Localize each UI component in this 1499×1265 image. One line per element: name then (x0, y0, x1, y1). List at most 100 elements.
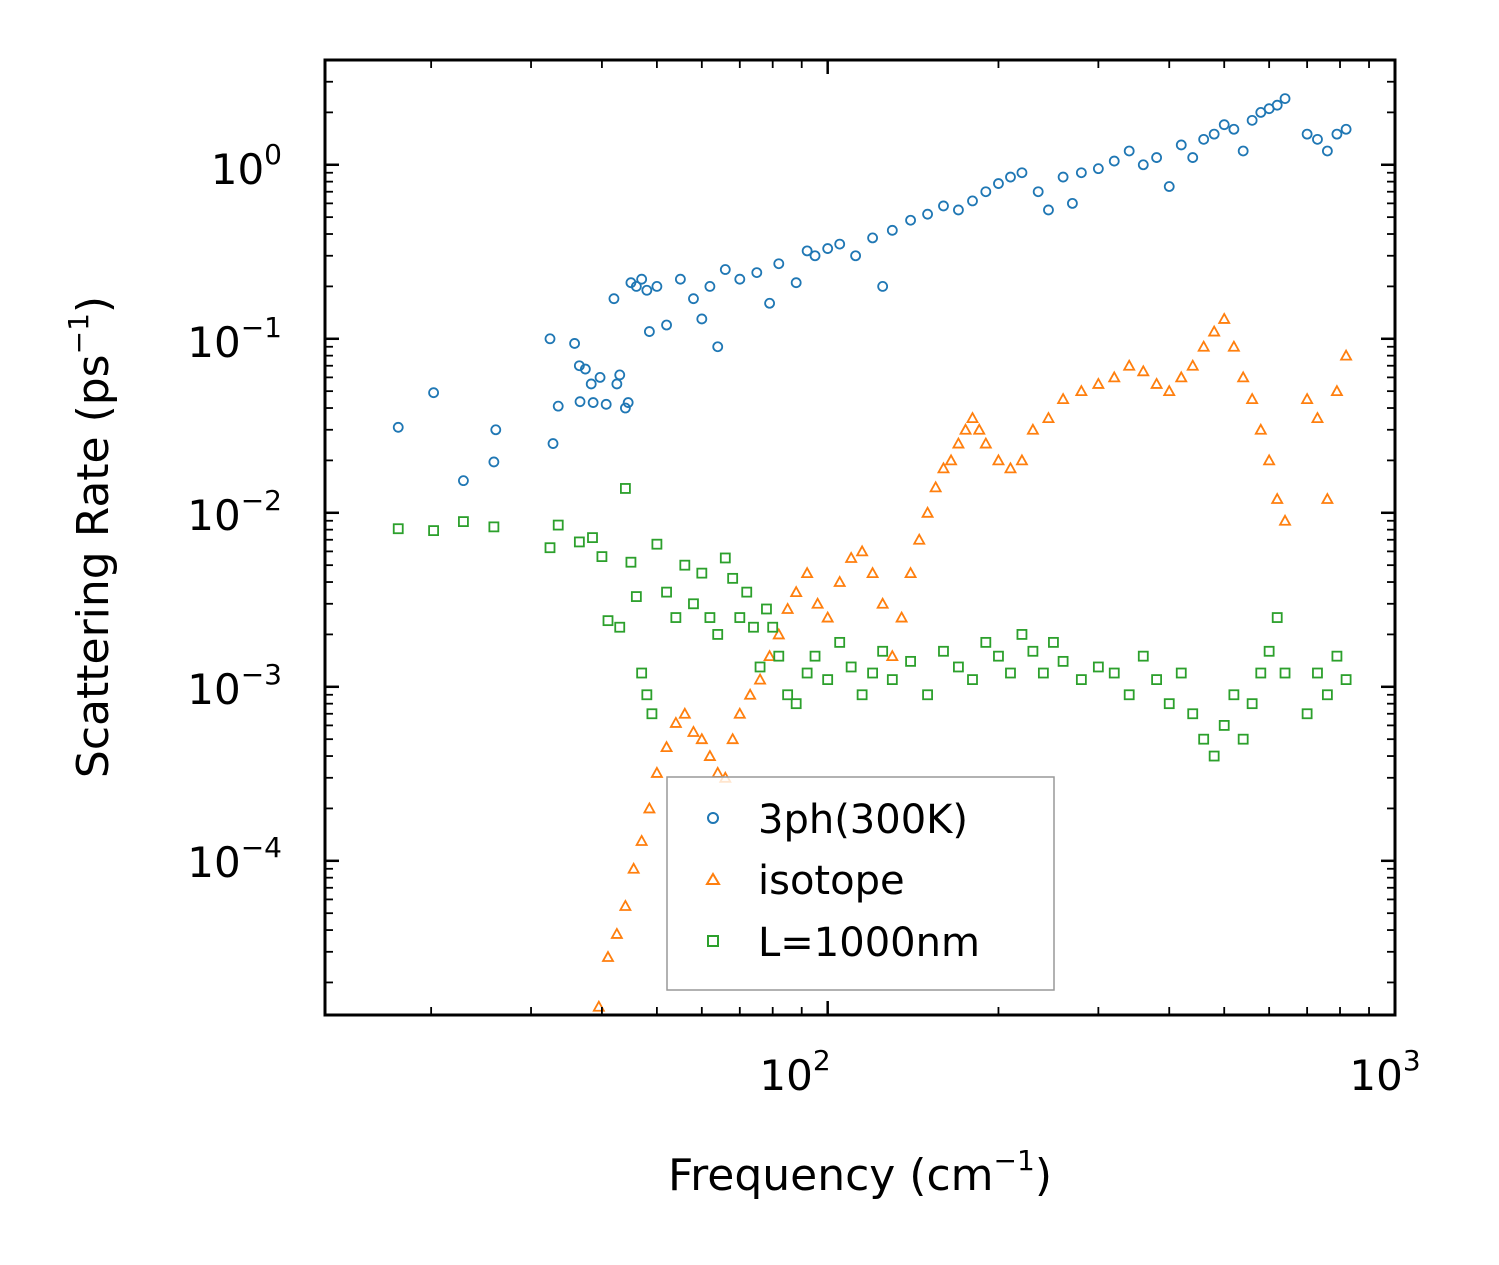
data-point (741, 586, 753, 598)
y-tick-label: 10−3 (187, 658, 282, 714)
data-point (1198, 733, 1210, 745)
data-point (1331, 128, 1343, 140)
data-point (1197, 339, 1211, 352)
data-point (1091, 377, 1105, 389)
data-point (1227, 339, 1241, 352)
data-point (733, 706, 747, 719)
data-point (1057, 655, 1069, 667)
data-point (688, 598, 699, 610)
data-point (980, 186, 992, 198)
data-point (938, 645, 949, 657)
data-point (801, 667, 813, 679)
data-point (856, 689, 868, 701)
data-point (610, 927, 624, 939)
y-tick-label: 10−1 (187, 311, 282, 367)
data-point (569, 338, 580, 349)
x-tick-label: 103 (1349, 1044, 1420, 1100)
data-point (1217, 312, 1231, 324)
data-point (1092, 163, 1104, 175)
data-point (790, 698, 802, 710)
data-point (1175, 139, 1187, 151)
data-point (905, 214, 916, 226)
data-point (1032, 186, 1044, 198)
data-point (929, 480, 943, 493)
data-point (1122, 358, 1136, 371)
data-point (1237, 145, 1249, 157)
data-point (618, 899, 632, 911)
data-point (719, 264, 731, 275)
data-point (573, 536, 585, 548)
data-point (614, 621, 626, 633)
data-point (596, 551, 608, 563)
data-point (544, 542, 556, 554)
data-point (1198, 133, 1210, 145)
data-point (895, 610, 909, 623)
data-point (602, 615, 614, 627)
data-point (844, 551, 858, 563)
data-point (821, 610, 835, 623)
data-point (1330, 384, 1344, 397)
data-point (1312, 133, 1323, 145)
data-point (743, 687, 757, 700)
data-point (734, 612, 746, 623)
data-point (1218, 720, 1230, 731)
data-point (585, 378, 597, 390)
data-point (972, 422, 986, 435)
data-point (1218, 119, 1230, 131)
data-point (1075, 167, 1087, 179)
data-point (661, 319, 672, 331)
data-point (936, 461, 951, 474)
data-point (1255, 667, 1267, 679)
data-point (834, 636, 846, 648)
y-tick-label: 10−2 (187, 484, 282, 540)
data-point (1043, 204, 1054, 216)
data-point (980, 636, 992, 648)
data-point (641, 284, 653, 296)
data-point (1108, 667, 1120, 679)
series-l-1000nm (392, 483, 1352, 762)
data-point (458, 516, 469, 527)
data-point (1067, 197, 1078, 209)
y-tick-labels: 100 10−1 10−2 10−3 10−4 (187, 138, 282, 887)
data-point (592, 999, 606, 1012)
data-point (1186, 358, 1200, 371)
data-point (764, 297, 776, 309)
data-point (1108, 155, 1120, 167)
data-point (651, 538, 663, 550)
data-point (643, 326, 655, 337)
data-point (696, 313, 708, 325)
data-point (552, 400, 564, 412)
data-point (1236, 370, 1250, 383)
data-point (967, 195, 978, 207)
data-point (1278, 513, 1292, 526)
data-point (886, 674, 898, 686)
data-point (753, 672, 767, 685)
data-point (866, 566, 880, 579)
data-point (669, 716, 683, 728)
data-point (1151, 152, 1163, 163)
data-point (1137, 159, 1149, 171)
data-point (1262, 453, 1276, 466)
data-point (1162, 384, 1176, 397)
data-point (392, 523, 404, 535)
data-point (1026, 422, 1040, 435)
data-point (1263, 645, 1275, 657)
data-point (1107, 370, 1121, 383)
x-tick-labels: 102 103 (759, 1044, 1420, 1100)
data-point (782, 689, 794, 701)
data-point (646, 708, 658, 720)
data-point (1137, 650, 1149, 662)
y-tick-label: 10−4 (187, 831, 282, 887)
data-point (608, 293, 620, 305)
data-point (1208, 128, 1220, 140)
data-point (620, 483, 631, 494)
data-point (912, 532, 926, 545)
data-point (845, 661, 857, 673)
data-point (428, 387, 439, 399)
data-point (789, 585, 803, 598)
data-point (488, 456, 500, 468)
data-point (579, 363, 591, 375)
data-point (1037, 667, 1049, 679)
data-point (1245, 392, 1259, 405)
data-point (905, 655, 916, 667)
